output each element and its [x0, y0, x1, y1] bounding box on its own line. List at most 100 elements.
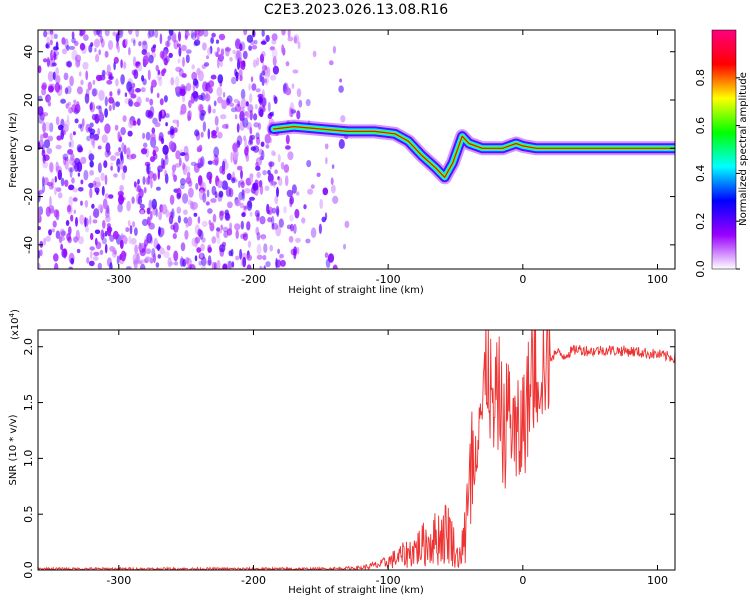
spectrogram-noise-cell — [108, 104, 112, 112]
spectrogram-noise-cell — [118, 194, 124, 205]
spectrogram-noise-cell — [173, 222, 179, 233]
spectrogram-noise-cell — [105, 142, 111, 153]
spectrogram-noise-cell — [285, 134, 290, 145]
spectrogram-noise-cell — [271, 39, 277, 45]
spectrogram-noise-cell — [179, 88, 186, 97]
spectrogram-noise-cell — [132, 56, 137, 67]
spectrogram-noise-cell — [267, 101, 271, 112]
spectrogram-noise-cell — [277, 154, 281, 163]
spectrogram-noise-cell — [85, 89, 90, 95]
spectrogram-noise-cell — [92, 212, 96, 217]
spectrogram-noise-cell — [324, 212, 328, 221]
spectrogram-noise-cell — [133, 101, 141, 108]
spectrogram-noise-cell — [141, 75, 145, 82]
spectrogram-noise-cell — [45, 235, 51, 242]
spectrogram-noise-cell — [215, 51, 219, 57]
spectrogram-noise-cell — [259, 216, 266, 225]
signal-trace-layer — [273, 125, 675, 178]
spectrogram-noise-cell — [177, 43, 181, 48]
spectrogram-noise-cell — [115, 33, 120, 43]
spectrogram-noise-cell — [262, 62, 265, 73]
snr-x-label: Height of straight line (km) — [288, 585, 424, 596]
spectrogram-noise-cell — [225, 46, 230, 57]
spectrogram-noise-cell — [214, 50, 217, 56]
spectrogram-noise-cell — [242, 60, 246, 67]
spectrogram-noise-cell — [269, 161, 273, 170]
spectrogram-noise-cell — [167, 257, 172, 268]
spectrogram-noise-cell — [155, 186, 161, 191]
spectrogram-noise-cell — [84, 217, 87, 228]
spectrogram-noise-cell — [255, 226, 259, 236]
spectrogram-noise-cell — [83, 34, 89, 41]
spectrogram-noise-cell — [146, 233, 153, 244]
spectrogram-noise-cell — [88, 260, 95, 267]
spectrogram-noise-cell — [104, 123, 111, 134]
spectrogram-noise-cell — [242, 117, 249, 128]
spectrogram-noise-cell — [215, 126, 219, 133]
spectrogram-noise-cell — [159, 50, 165, 59]
spectrogram-noise-cell — [130, 37, 136, 44]
spectrogram-noise-cell — [93, 133, 100, 141]
spectrogram-noise-cell — [265, 261, 271, 268]
spectrogram-noise-cell — [285, 61, 290, 67]
spectrogram-noise-cell — [178, 46, 182, 57]
spectrogram-noise-cell — [63, 248, 67, 257]
spectrogram-noise-cell — [42, 161, 48, 169]
spectrogram-noise-cell — [229, 57, 233, 62]
spectrogram-noise-cell — [99, 249, 104, 255]
spectrogram-noise-cell — [239, 60, 244, 69]
spectrogram-noise-cell — [88, 153, 95, 162]
spectrogram-noise-cell — [122, 165, 128, 174]
spectrogram-noise-cell — [69, 75, 74, 87]
spectrogram-noise-cell — [196, 32, 200, 41]
spectrogram-noise-cell — [173, 261, 179, 266]
spectrogram-noise-cell — [212, 108, 216, 114]
spectrogram-noise-cell — [91, 113, 97, 121]
spectrogram-noise-cell — [240, 233, 245, 239]
spectrogram-noise-cell — [344, 220, 350, 228]
x-tick-label: -200 — [241, 574, 266, 587]
spectrogram-noise-cell — [51, 205, 55, 213]
spectrogram-noise-cell — [158, 210, 163, 221]
spectrogram-noise-cell — [265, 34, 270, 43]
spectrogram-noise-cell — [188, 187, 194, 198]
spectrogram-noise-cell — [150, 85, 154, 94]
spectrogram-noise-cell — [208, 86, 213, 94]
spectrogram-noise-cell — [142, 176, 146, 185]
spectrogram-noise-cell — [217, 57, 220, 69]
spectrogram-noise-cell — [296, 110, 301, 120]
spectrogram-noise-cell — [225, 123, 229, 130]
spectrogram-y-label: Frequency (Hz) — [8, 112, 19, 188]
spectrogram-noise-cell — [254, 209, 260, 218]
spectrogram-noise-cell — [339, 78, 342, 83]
spectrogram-noise-cell — [173, 250, 179, 262]
spectrogram-noise-cell — [94, 181, 101, 187]
spectrogram-noise-cell — [43, 139, 51, 149]
spectrogram-noise-cell — [287, 36, 294, 42]
spectrogram-noise-cell — [168, 52, 173, 59]
spectrogram-noise-cell — [193, 41, 198, 47]
y-tick-label: 20 — [22, 93, 35, 107]
spectrogram-noise-cell — [79, 214, 85, 225]
spectrogram-noise-cell — [256, 254, 263, 260]
spectrogram-x-label: Height of straight line (km) — [288, 285, 424, 296]
spectrogram-noise-cell — [222, 226, 229, 233]
spectrogram-noise-cell — [189, 264, 196, 269]
spectrogram-noise-cell — [92, 138, 96, 149]
chart-title: C2E3.2023.026.13.08.R16 — [263, 2, 449, 18]
x-tick-label: -100 — [376, 574, 401, 587]
spectrogram-noise-cell — [184, 152, 190, 162]
spectrogram-noise-cell — [318, 223, 322, 234]
spectrogram-noise-cell — [275, 257, 278, 269]
spectrogram-noise-cell — [55, 116, 60, 126]
spectrogram-noise-cell — [180, 44, 187, 52]
y-tick-label: -20 — [22, 188, 35, 206]
spectrogram-noise-cell — [205, 55, 210, 60]
spectrogram-noise-cell — [68, 266, 73, 269]
spectrogram-noise-cell — [271, 215, 275, 226]
spectrogram-noise-cell — [269, 244, 274, 252]
spectrogram-noise-cell — [55, 161, 59, 172]
spectrogram-noise-cell — [178, 31, 181, 42]
spectrogram-noise-cell — [157, 69, 161, 76]
spectrogram-noise-cell — [175, 150, 181, 160]
